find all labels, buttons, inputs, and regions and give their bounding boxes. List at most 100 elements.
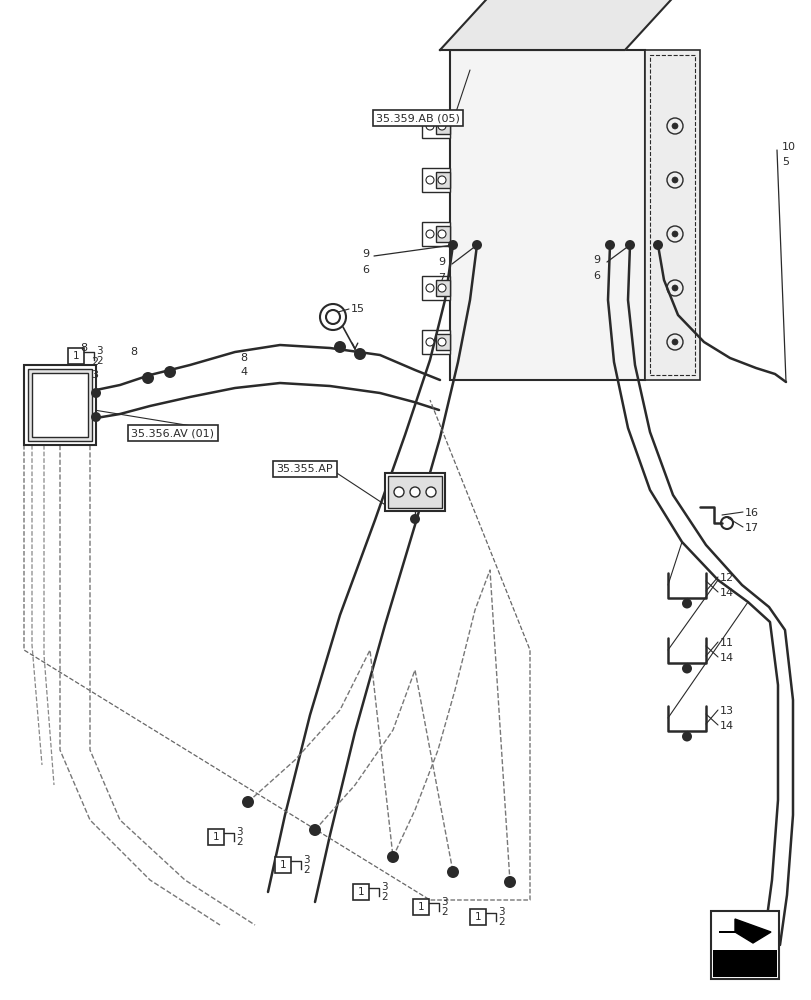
- Text: 35.355.AP: 35.355.AP: [277, 464, 333, 474]
- Circle shape: [672, 177, 677, 183]
- Circle shape: [666, 334, 682, 350]
- Circle shape: [437, 122, 445, 130]
- Circle shape: [672, 231, 677, 237]
- Circle shape: [333, 341, 345, 353]
- Circle shape: [354, 348, 366, 360]
- Circle shape: [624, 240, 634, 250]
- Text: 35.356.AV (01): 35.356.AV (01): [131, 428, 214, 438]
- Bar: [436, 334, 449, 350]
- Text: 1: 1: [212, 832, 219, 842]
- Circle shape: [437, 338, 445, 346]
- Bar: [68, 348, 84, 364]
- Circle shape: [446, 866, 458, 878]
- Circle shape: [426, 487, 436, 497]
- Circle shape: [471, 240, 482, 250]
- Text: 6: 6: [592, 271, 599, 281]
- Text: 17: 17: [744, 523, 758, 533]
- Text: 2: 2: [91, 357, 98, 367]
- Text: 13: 13: [719, 706, 733, 716]
- Text: 7: 7: [437, 273, 444, 283]
- Text: 35.359.AB (05): 35.359.AB (05): [375, 113, 459, 123]
- Text: 8: 8: [80, 343, 87, 353]
- Circle shape: [410, 487, 419, 497]
- Circle shape: [426, 230, 433, 238]
- Bar: [436, 280, 449, 296]
- Text: 8: 8: [130, 347, 137, 357]
- Bar: [413, 899, 428, 915]
- Circle shape: [604, 240, 614, 250]
- Bar: [275, 857, 290, 873]
- Bar: [710, 911, 778, 979]
- Circle shape: [426, 176, 433, 184]
- Text: 9: 9: [362, 249, 369, 259]
- Text: 11: 11: [719, 638, 733, 648]
- Bar: [28, 369, 92, 441]
- Circle shape: [142, 372, 154, 384]
- Text: 1: 1: [279, 860, 286, 870]
- Bar: [32, 373, 88, 437]
- Circle shape: [666, 172, 682, 188]
- Circle shape: [504, 876, 515, 888]
- Bar: [422, 276, 449, 300]
- Bar: [644, 50, 699, 380]
- Text: 1: 1: [358, 887, 364, 897]
- Text: 15: 15: [350, 304, 365, 314]
- Bar: [422, 330, 449, 354]
- Circle shape: [426, 284, 433, 292]
- Circle shape: [652, 240, 663, 250]
- Text: 1: 1: [417, 902, 424, 912]
- Bar: [353, 884, 368, 900]
- Circle shape: [666, 118, 682, 134]
- Text: 3: 3: [497, 907, 504, 917]
- Text: 14: 14: [719, 721, 733, 731]
- Circle shape: [393, 487, 404, 497]
- Text: 2: 2: [497, 917, 504, 927]
- Circle shape: [91, 412, 101, 422]
- Text: 2: 2: [380, 892, 387, 902]
- Circle shape: [672, 285, 677, 291]
- Circle shape: [672, 339, 677, 345]
- Text: 2: 2: [303, 865, 309, 875]
- Circle shape: [387, 851, 398, 863]
- Polygon shape: [718, 919, 770, 943]
- Text: 5: 5: [781, 157, 788, 167]
- Polygon shape: [440, 0, 679, 50]
- Text: 14: 14: [719, 653, 733, 663]
- Text: 9: 9: [592, 255, 599, 265]
- Bar: [470, 909, 486, 925]
- Bar: [384, 473, 444, 511]
- Text: 14: 14: [719, 588, 733, 598]
- Circle shape: [448, 240, 457, 250]
- Text: 1: 1: [73, 351, 79, 361]
- Bar: [436, 118, 449, 134]
- Bar: [649, 55, 694, 375]
- Circle shape: [437, 284, 445, 292]
- Text: 6: 6: [362, 265, 368, 275]
- Circle shape: [164, 366, 176, 378]
- Text: 3: 3: [236, 827, 242, 837]
- Text: 10: 10: [781, 142, 795, 152]
- Circle shape: [666, 226, 682, 242]
- Bar: [436, 226, 449, 242]
- Circle shape: [672, 123, 677, 129]
- Text: 12: 12: [719, 573, 733, 583]
- Bar: [449, 50, 644, 380]
- Bar: [436, 172, 449, 188]
- Circle shape: [437, 230, 445, 238]
- Text: 8: 8: [240, 353, 247, 363]
- Circle shape: [410, 514, 419, 524]
- Circle shape: [681, 598, 691, 608]
- Bar: [24, 365, 96, 445]
- Bar: [208, 829, 224, 845]
- Text: 2: 2: [96, 356, 102, 366]
- Bar: [422, 114, 449, 138]
- Text: 16: 16: [744, 508, 758, 518]
- Circle shape: [666, 280, 682, 296]
- Text: 2: 2: [236, 837, 242, 847]
- Circle shape: [426, 338, 433, 346]
- Circle shape: [91, 388, 101, 398]
- Circle shape: [309, 824, 320, 836]
- Bar: [712, 950, 776, 977]
- Circle shape: [426, 122, 433, 130]
- Bar: [422, 168, 449, 192]
